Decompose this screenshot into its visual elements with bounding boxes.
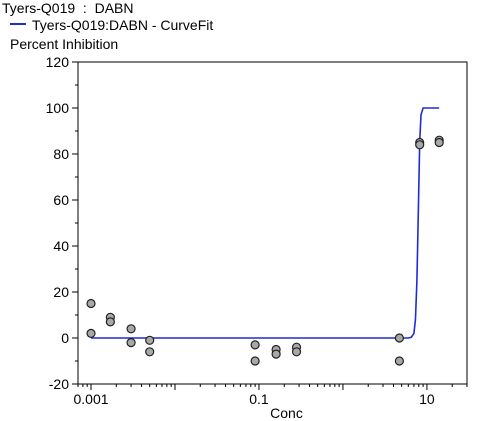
data-point [126, 324, 136, 334]
data-point [145, 335, 155, 345]
data-point [271, 349, 281, 359]
data-point [250, 356, 260, 366]
data-point [291, 347, 302, 357]
chart-title: Tyers-Q019 : DABN [2, 0, 134, 16]
x-tick-label: 10 [419, 391, 435, 407]
y-tick-label: 100 [46, 100, 70, 116]
data-point [394, 333, 404, 343]
data-point [145, 347, 155, 357]
y-tick-label: 60 [53, 192, 69, 208]
data-point [86, 328, 96, 338]
fit-curve-line [91, 107, 440, 339]
curve-layer [91, 107, 440, 339]
x-tick-label: 0.1 [249, 391, 269, 407]
y-tick-label: 0 [61, 330, 69, 346]
x-axis-title: Conc [270, 405, 303, 421]
y-tick-label: 80 [53, 146, 69, 162]
data-point [434, 137, 444, 148]
data-point [394, 356, 404, 366]
y-tick-label: 40 [53, 238, 69, 254]
y-tick-label: 20 [53, 284, 69, 300]
data-point [86, 298, 96, 309]
plot-frame [77, 61, 468, 385]
y-tick-label: 120 [46, 54, 70, 70]
points-layer [86, 135, 444, 366]
axes: -20 0 20 40 60 80 100 120 0.001 0.1 10 Conc [46, 54, 468, 421]
legend-line-swatch [10, 23, 26, 26]
data-point [105, 317, 115, 327]
y-tick-label: -20 [49, 376, 69, 392]
legend-entry-curvefit: Tyers-Q019:DABN - CurveFit [32, 17, 214, 33]
y-axis-title: Percent Inhibition [10, 36, 119, 52]
data-point [250, 340, 260, 350]
legend: Tyers-Q019:DABN - CurveFit [10, 17, 213, 34]
data-point [126, 338, 136, 348]
data-point [415, 140, 425, 150]
x-tick-label: 0.001 [73, 391, 108, 407]
